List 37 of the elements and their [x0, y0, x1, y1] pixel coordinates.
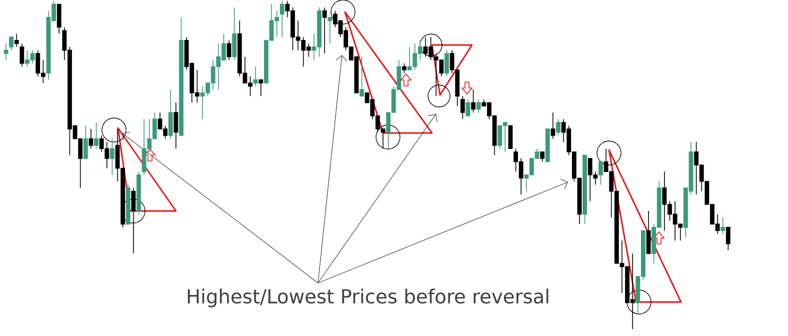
candlestick: [322, 7, 327, 54]
candlestick: [126, 184, 130, 224]
candlestick: [545, 128, 550, 162]
candlestick: [9, 36, 14, 51]
candlestick: [598, 161, 603, 186]
candlestick: [550, 112, 556, 140]
candlestick: [726, 226, 730, 251]
candlestick: [328, 16, 332, 44]
candlestick: [646, 210, 651, 254]
candlestick: [444, 50, 449, 77]
candlestick: [232, 7, 237, 60]
candlestick: [582, 154, 588, 224]
candlestick: [280, 0, 284, 38]
candlestick: [253, 66, 258, 87]
candlestick: [460, 96, 465, 120]
candlestick: [226, 40, 232, 60]
candlestick: [540, 151, 545, 162]
candlestick: [471, 89, 476, 113]
annotation: Highest/Lowest Prices before reversal: [188, 288, 548, 308]
candlestick: [402, 62, 406, 74]
candlestick: [20, 43, 24, 67]
candlestick: [14, 33, 19, 48]
candlestick: [179, 16, 184, 136]
candlestick: [4, 43, 8, 60]
candlestick: [476, 98, 481, 113]
candlestick: [136, 171, 141, 215]
candlestick: [508, 125, 513, 149]
candlestick: [56, 4, 62, 34]
candlestick: [168, 89, 173, 140]
candlestick: [258, 79, 264, 97]
candlestick: [720, 217, 726, 234]
candlestick: [174, 102, 178, 149]
candlestick: [466, 98, 470, 116]
candlestick: [556, 118, 560, 136]
candlestick: [83, 125, 88, 159]
candlestick: [88, 128, 94, 149]
candlestick: [110, 138, 114, 176]
